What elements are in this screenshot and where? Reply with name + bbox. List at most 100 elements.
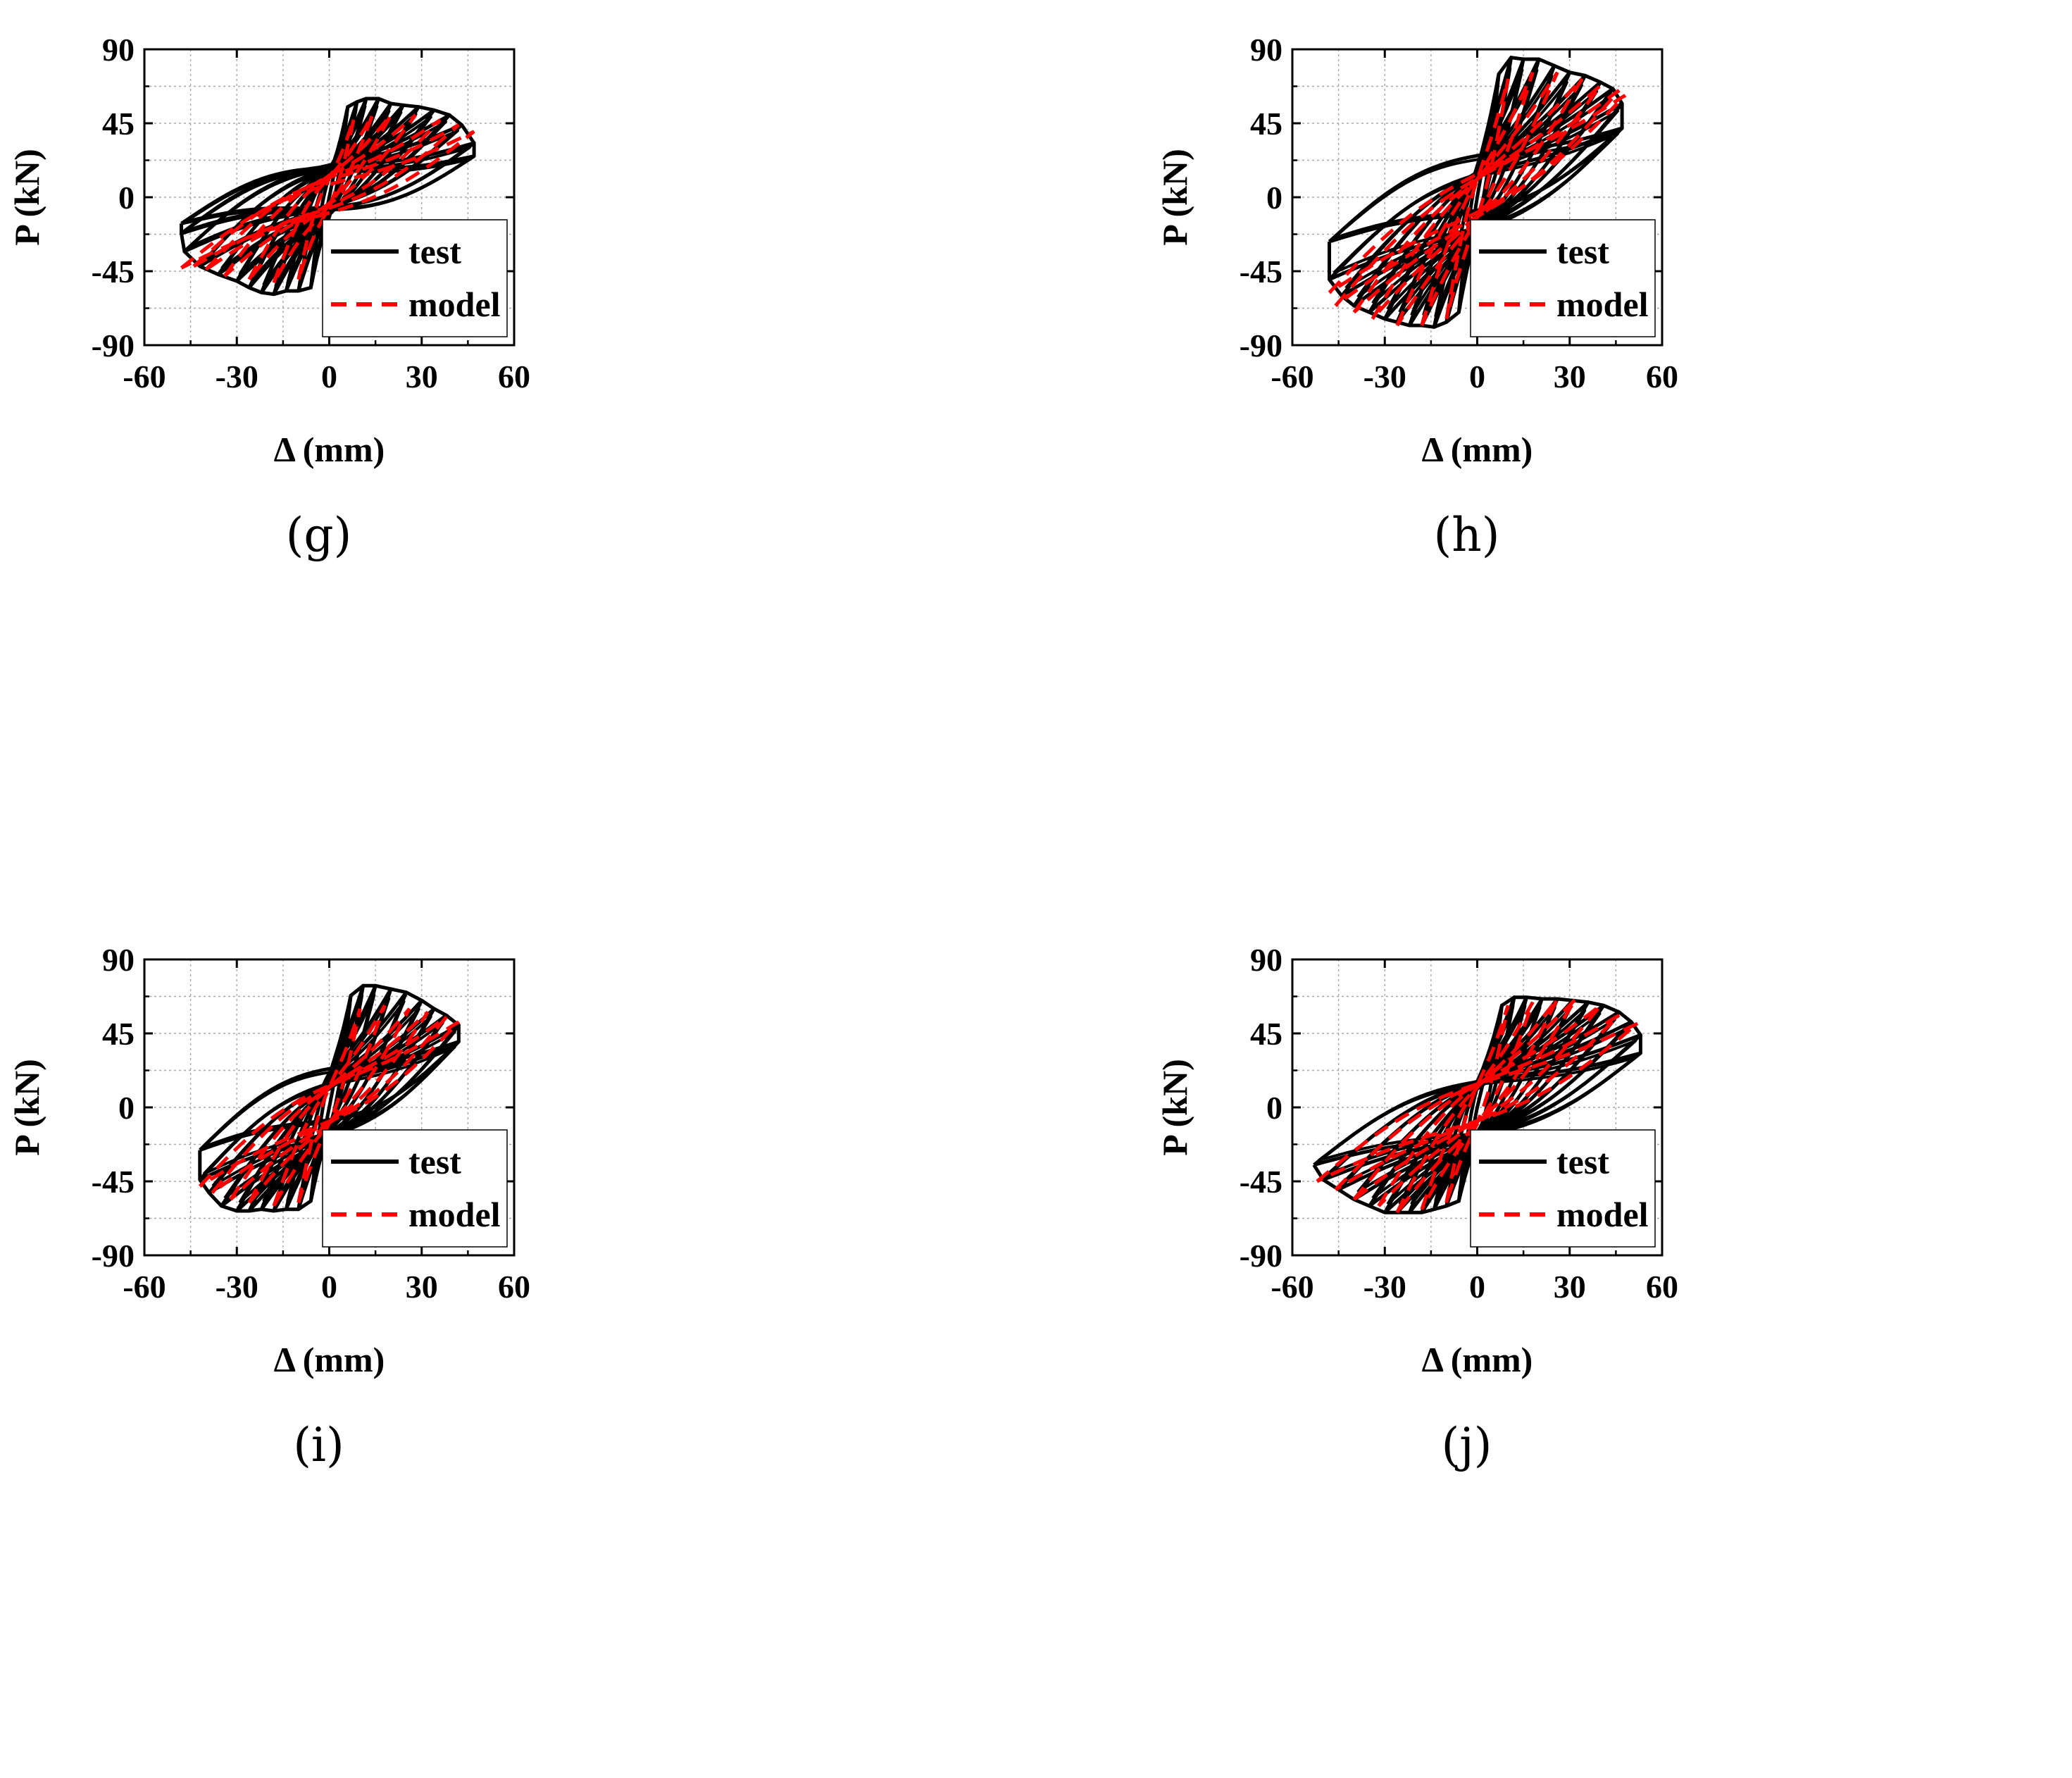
y-tick-label: -90 [92,1238,135,1274]
y-tick-label: -90 [1240,1238,1282,1274]
y-tick-label: -45 [1240,254,1282,290]
legend: test model [1470,1129,1656,1248]
model-loop-7 [1316,1021,1639,1183]
legend: test model [1470,219,1656,337]
x-axis-title: Δ (mm) [274,430,385,469]
x-tick-label: 30 [406,1269,438,1305]
model-loop-6 [192,123,460,268]
model-loop-1 [297,118,356,280]
x-tick-label: -30 [1363,1269,1406,1305]
y-axis-title: P (kN) [7,149,46,246]
model-loop-1 [1444,1005,1510,1204]
model-loop-4 [229,1010,430,1201]
y-tick-label: 90 [1250,32,1282,68]
y-tick-label: -90 [1240,328,1282,363]
test-loop-repeat-12 [1333,132,1619,240]
model-loop-7 [180,130,475,270]
y-tick-label: 0 [118,1090,135,1126]
model-loop-3 [1395,71,1559,327]
y-tick-label: 0 [1266,180,1282,216]
chart-panel-g: -60 -30 0 30 60 -90 -45 0 45 90 Δ (mm) P (kN) test mo… [7,32,530,562]
model-loop-6 [1334,89,1621,308]
model-loop-2 [1420,1001,1535,1210]
chart-panel-i: -60 -30 0 30 60 -90 -45 0 45 90 Δ (mm) P (kN) test mo… [7,942,530,1472]
y-tick-label: -45 [1240,1164,1282,1200]
y-tick-label: 0 [1266,1090,1282,1126]
x-axis-title: Δ (mm) [1422,430,1533,469]
x-tick-label: -30 [216,359,258,394]
panel-label: (i) [293,1418,344,1472]
x-axis-title: Δ (mm) [1422,1340,1533,1379]
axes: -60 -30 0 30 60 -90 -45 0 45 90 [1240,32,1678,394]
x-tick-label: -60 [1271,1269,1313,1305]
legend-box [1470,219,1656,337]
y-axis-title: P (kN) [7,1059,46,1156]
x-tick-label: 60 [1646,1269,1678,1305]
curves [180,97,476,297]
x-tick-label: -30 [1363,359,1406,394]
y-tick-label: 90 [102,942,135,978]
test-loop-repeat-11 [202,1045,456,1148]
y-tick-label: -45 [92,1164,135,1200]
axes: -60 -30 0 30 60 -90 -45 0 45 90 [92,32,530,394]
legend-label-test: test [1556,232,1609,271]
model-loop-5 [1352,84,1602,314]
legend-box [1470,1129,1656,1248]
legend: test model [322,219,508,337]
x-tick-label: 0 [321,1269,337,1305]
model-loop-2 [272,114,375,284]
x-tick-label: 0 [1469,359,1485,394]
x-tick-label: 0 [321,359,337,394]
x-tick-label: 60 [498,359,530,394]
model-loop-4 [1377,997,1578,1207]
legend-label-model: model [1556,285,1649,324]
chart-panel-h: -60 -30 0 30 60 -90 -45 0 45 90 Δ (mm) P (kN) test mo… [1155,32,1678,562]
y-tick-label: 45 [102,1016,135,1052]
x-tick-label: 30 [1554,359,1586,394]
test-loop-repeat-6 [250,111,403,282]
x-tick-label: -60 [123,359,166,394]
model-loop-4 [1371,77,1584,321]
y-tick-label: -90 [92,328,135,363]
model-loop-2 [1420,71,1535,327]
test-envelope-positive [1475,56,1624,198]
axes: -60 -30 0 30 60 -90 -45 0 45 90 [92,942,530,1305]
legend-label-model: model [408,285,501,324]
panel-label: (h) [1433,508,1499,562]
model-loop-2 [272,1005,387,1207]
x-axis-title: Δ (mm) [274,1340,385,1379]
legend: test model [322,1129,508,1248]
test-envelope-negative [180,197,331,297]
curves [198,983,461,1213]
chart-panel-j: -60 -30 0 30 60 -90 -45 0 45 90 Δ (mm) P (kN) test mo… [1155,942,1678,1472]
y-axis-title: P (kN) [1155,149,1194,246]
curves [1312,995,1642,1214]
test-envelope-negative [198,1107,331,1213]
model-loop-3 [1395,997,1559,1214]
y-axis-title: P (kN) [1155,1059,1194,1156]
y-tick-label: -45 [92,254,135,290]
x-tick-label: 30 [406,359,438,394]
curves [1328,56,1627,329]
axes: -60 -30 0 30 60 -90 -45 0 45 90 [1240,942,1678,1305]
test-loop-repeat-10 [187,129,459,249]
legend-label-model: model [1556,1195,1649,1234]
y-tick-label: 0 [118,180,135,216]
model-loop-1 [297,1008,362,1204]
test-envelope-positive [327,983,461,1108]
model-loop-5 [211,1015,448,1195]
x-tick-label: -30 [216,1269,258,1305]
legend-label-test: test [408,232,461,271]
panel-label: (g) [286,508,352,562]
y-tick-label: 45 [102,106,135,142]
x-tick-label: 60 [498,1269,530,1305]
model-loop-6 [1334,1014,1621,1191]
model-loop-1 [1444,78,1510,320]
model-loop-3 [247,1007,411,1204]
model-loop-6 [198,1020,461,1188]
x-tick-label: 0 [1469,1269,1485,1305]
legend-label-test: test [408,1142,461,1181]
legend-label-model: model [408,1195,501,1234]
